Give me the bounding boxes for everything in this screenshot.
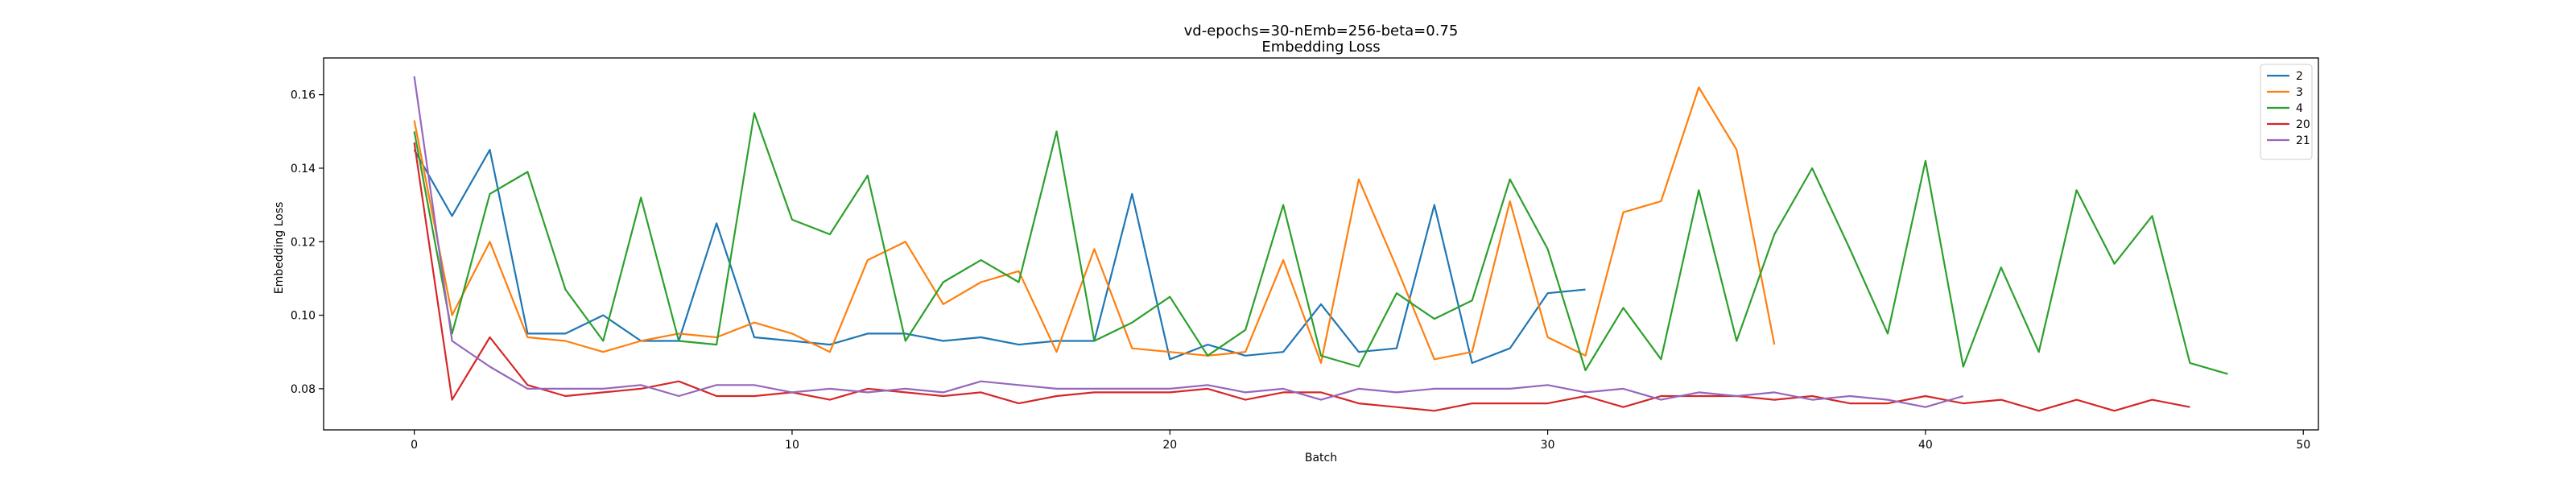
chart-subtitle: Embedding Loss xyxy=(1261,39,1380,56)
legend: 2 3 4 20 21 xyxy=(2260,64,2313,160)
y-tick-label: 0.16 xyxy=(291,89,316,102)
x-tick-label: 20 xyxy=(1162,439,1177,452)
y-tick-label: 0.12 xyxy=(291,236,316,249)
legend-label-4: 4 xyxy=(2296,102,2303,115)
x-tick-label: 40 xyxy=(1918,439,1933,452)
y-tick-label: 0.08 xyxy=(291,383,316,396)
series-line-2 xyxy=(413,149,1586,364)
series-line-3 xyxy=(413,86,1776,364)
plot-frame xyxy=(323,57,2319,431)
x-axis: 0 10 20 30 40 50 xyxy=(411,430,2310,452)
series-layer xyxy=(413,76,2228,412)
x-tick-label: 30 xyxy=(1541,439,1555,452)
x-tick-label: 0 xyxy=(411,439,418,452)
legend-label-20: 20 xyxy=(2296,118,2310,131)
series-line-20 xyxy=(413,142,2190,412)
legend-label-2: 2 xyxy=(2296,70,2303,83)
x-axis-label: Batch xyxy=(1305,452,1337,464)
y-axis: 0.08 0.10 0.12 0.14 0.16 xyxy=(291,89,324,396)
y-axis-label: Embedding Loss xyxy=(273,202,286,295)
x-tick-label: 50 xyxy=(2296,439,2310,452)
x-tick-label: 10 xyxy=(785,439,799,452)
y-tick-label: 0.14 xyxy=(291,163,316,175)
series-line-21 xyxy=(413,76,1964,408)
chart-title: vd-epochs=30-nEmb=256-beta=0.75 xyxy=(1184,23,1459,39)
legend-label-21: 21 xyxy=(2296,134,2310,147)
legend-label-3: 3 xyxy=(2296,86,2303,99)
legend-box xyxy=(2260,64,2313,160)
y-tick-label: 0.10 xyxy=(291,310,316,323)
series-line-4 xyxy=(413,112,2228,375)
